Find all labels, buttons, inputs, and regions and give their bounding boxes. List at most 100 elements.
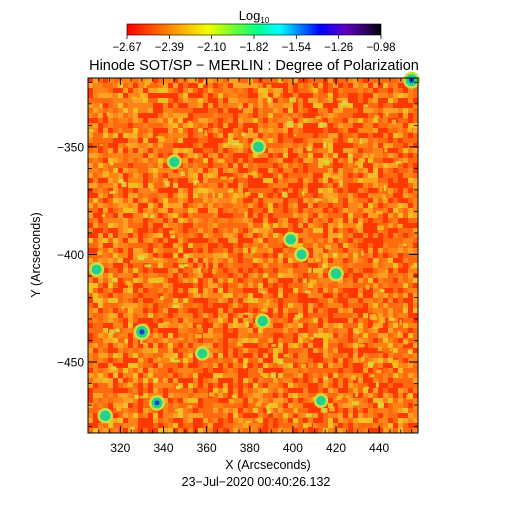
map-cell <box>308 333 313 338</box>
map-cell <box>103 138 108 143</box>
map-cell <box>163 278 168 283</box>
map-cell <box>403 403 408 408</box>
map-cell <box>403 128 408 133</box>
map-cell <box>318 233 323 238</box>
map-cell <box>138 423 143 428</box>
map-cell <box>403 148 408 153</box>
map-cell <box>138 113 143 118</box>
map-cell <box>363 233 368 238</box>
map-cell <box>313 343 318 348</box>
map-cell <box>213 323 218 328</box>
map-cell <box>298 238 303 243</box>
map-cell <box>158 113 163 118</box>
map-cell <box>398 213 403 218</box>
map-cell <box>243 198 248 203</box>
map-cell <box>413 193 418 198</box>
map-cell <box>218 173 223 178</box>
map-cell <box>138 313 143 318</box>
map-cell <box>173 133 178 138</box>
map-cell <box>353 183 358 188</box>
map-cell <box>348 338 353 343</box>
map-cell <box>113 178 118 183</box>
map-cell <box>113 248 118 253</box>
map-cell <box>138 103 143 108</box>
map-cell <box>303 223 308 228</box>
map-speckle <box>322 264 326 269</box>
map-cell <box>358 368 363 373</box>
map-cell <box>178 173 183 178</box>
map-cell <box>113 318 118 323</box>
map-cell <box>333 333 338 338</box>
map-cell <box>203 193 208 198</box>
map-cell <box>378 183 383 188</box>
map-speckle <box>265 405 270 410</box>
map-speckle <box>143 84 147 89</box>
map-cell <box>238 208 243 213</box>
map-cell <box>98 233 103 238</box>
map-cell <box>243 103 248 108</box>
map-cell <box>223 273 228 278</box>
map-cell <box>123 323 128 328</box>
map-cell <box>328 178 333 183</box>
map-cell <box>358 213 363 218</box>
map-cell <box>253 258 258 263</box>
map-cell <box>233 328 238 333</box>
map-cell <box>253 393 258 398</box>
map-cell <box>183 408 188 413</box>
map-cell <box>243 158 248 163</box>
map-cell <box>313 243 318 248</box>
map-cell <box>373 233 378 238</box>
map-cell <box>123 373 128 378</box>
map-cell <box>138 318 143 323</box>
map-cell <box>293 288 298 293</box>
map-cell <box>178 243 183 248</box>
map-cell <box>238 173 243 178</box>
map-cell <box>113 288 118 293</box>
map-cell <box>168 138 173 143</box>
map-cell <box>163 258 168 263</box>
map-cell <box>138 428 143 433</box>
map-cell <box>138 213 143 218</box>
map-cell <box>288 143 293 148</box>
map-cell <box>233 363 238 368</box>
map-cell <box>173 258 178 263</box>
map-cell <box>398 238 403 243</box>
map-cell <box>383 258 388 263</box>
map-cell <box>153 108 158 113</box>
map-cell <box>243 428 248 433</box>
map-cell <box>233 243 238 248</box>
map-cell <box>158 348 163 353</box>
map-cell <box>328 278 333 283</box>
map-cell <box>103 423 108 428</box>
map-cell <box>158 128 163 133</box>
map-cell <box>268 383 273 388</box>
map-cell <box>198 313 203 318</box>
map-cell <box>248 368 253 373</box>
map-cell <box>238 288 243 293</box>
map-cell <box>318 293 323 298</box>
map-cell <box>408 123 413 128</box>
map-cell <box>183 148 188 153</box>
map-cell <box>303 313 308 318</box>
map-cell <box>268 118 273 123</box>
map-cell <box>168 88 173 93</box>
map-cell <box>168 338 173 343</box>
map-cell <box>328 353 333 358</box>
map-cell <box>343 228 348 233</box>
map-cell <box>193 398 198 403</box>
map-cell <box>363 83 368 88</box>
map-cell <box>368 268 373 273</box>
map-cell <box>133 283 138 288</box>
map-cell <box>403 283 408 288</box>
map-cell <box>363 328 368 333</box>
map-cell <box>273 393 278 398</box>
map-cell <box>98 343 103 348</box>
map-cell <box>403 393 408 398</box>
map-cell <box>393 288 398 293</box>
map-cell <box>388 153 393 158</box>
map-cell <box>313 208 318 213</box>
map-cell <box>188 268 193 273</box>
map-cell <box>238 193 243 198</box>
map-cell <box>373 398 378 403</box>
map-cell <box>388 243 393 248</box>
